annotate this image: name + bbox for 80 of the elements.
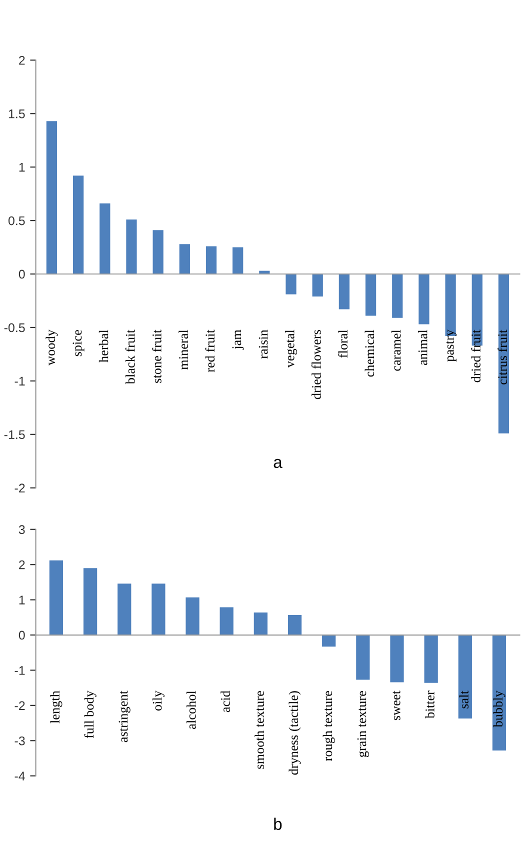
x-tick-label: astringent — [118, 690, 130, 742]
x-tick-label: herbal — [98, 330, 108, 362]
x-tick-label: alcohol — [186, 690, 196, 729]
x-tick-label: woody — [46, 330, 58, 366]
bar — [286, 274, 296, 294]
x-tick-label: raisin — [258, 330, 268, 359]
y-tick-label: -2 — [14, 484, 25, 492]
bar — [418, 274, 430, 324]
y-tick-label: 3 — [18, 525, 25, 534]
x-tick-label: grain texture — [357, 691, 369, 758]
bar — [254, 612, 268, 636]
x-tick-label: black fruit — [125, 330, 135, 384]
x-tick-label: salt — [459, 690, 468, 708]
bar — [186, 597, 200, 636]
x-tick-label: acid — [220, 690, 230, 712]
x-tick-label: jam — [232, 330, 244, 350]
bar — [390, 635, 404, 682]
y-tick-label: -4 — [14, 772, 25, 780]
x-tick-label: bubbly — [493, 690, 506, 728]
bar — [100, 203, 110, 274]
y-tick-label: -2 — [14, 701, 25, 710]
x-tick-label: chemical — [364, 330, 374, 377]
x-tick-label: bitter — [425, 690, 434, 718]
x-tick-label: citrus fruit — [498, 330, 508, 384]
bar — [179, 244, 190, 274]
y-tick-label: 0.5 — [8, 216, 25, 226]
x-tick-label: vegetal — [285, 330, 298, 368]
y-tick-label: 1.5 — [8, 110, 25, 118]
y-tick-label: 1 — [19, 596, 25, 604]
bar — [312, 274, 323, 296]
bar — [322, 635, 336, 647]
x-tick-label: length — [50, 690, 62, 724]
x-tick-label: floral — [338, 330, 348, 358]
y-tick-label: -3 — [14, 736, 25, 746]
y-tick-label: -1 — [14, 376, 25, 386]
y-tick-label: -1 — [14, 666, 25, 675]
x-tick-label: red fruit — [205, 330, 215, 372]
bar — [152, 584, 166, 636]
bar — [498, 274, 510, 434]
bar — [338, 274, 350, 310]
bar — [46, 121, 58, 274]
y-tick-label: -0.5 — [4, 323, 25, 332]
x-tick-label: dried fruit — [471, 330, 480, 382]
bar — [424, 635, 438, 683]
bar — [83, 568, 98, 636]
y-tick-label: 0 — [18, 630, 25, 640]
bar — [458, 635, 472, 718]
bar — [152, 230, 164, 274]
y-tick-label: 2 — [19, 560, 25, 570]
bar — [118, 584, 132, 636]
bar — [206, 246, 217, 274]
bar — [288, 614, 302, 636]
bar — [492, 635, 506, 750]
bar — [72, 176, 84, 274]
x-axis-title: a — [274, 458, 282, 468]
bar — [232, 247, 244, 274]
x-tick-label: rough texture — [322, 691, 335, 762]
bar — [126, 219, 137, 274]
x-tick-label: pastry — [446, 330, 457, 362]
y-tick-label: 1 — [19, 163, 25, 172]
x-axis-title: b — [274, 818, 282, 830]
bar — [392, 274, 403, 318]
x-tick-label: caramel — [391, 330, 401, 371]
bar — [49, 560, 64, 636]
x-tick-label: oily — [152, 690, 164, 711]
x-tick-label: animal — [418, 330, 428, 365]
y-tick-label: 2 — [19, 56, 25, 65]
bar — [365, 274, 376, 316]
x-tick-label: full body — [84, 690, 96, 738]
x-tick-label: mineral — [178, 330, 188, 370]
bar — [356, 635, 370, 680]
y-tick-label: 0 — [18, 270, 25, 279]
x-tick-label: smooth texture — [254, 691, 264, 769]
x-tick-label: dryness (tactile) — [288, 691, 301, 775]
x-tick-label: stone fruit — [152, 330, 162, 383]
x-tick-label: sweet — [392, 690, 400, 720]
x-tick-label: spice — [72, 330, 84, 356]
y-tick-label: -1.5 — [4, 430, 25, 440]
x-tick-label: dried flowers — [311, 330, 321, 400]
bar — [220, 607, 234, 636]
